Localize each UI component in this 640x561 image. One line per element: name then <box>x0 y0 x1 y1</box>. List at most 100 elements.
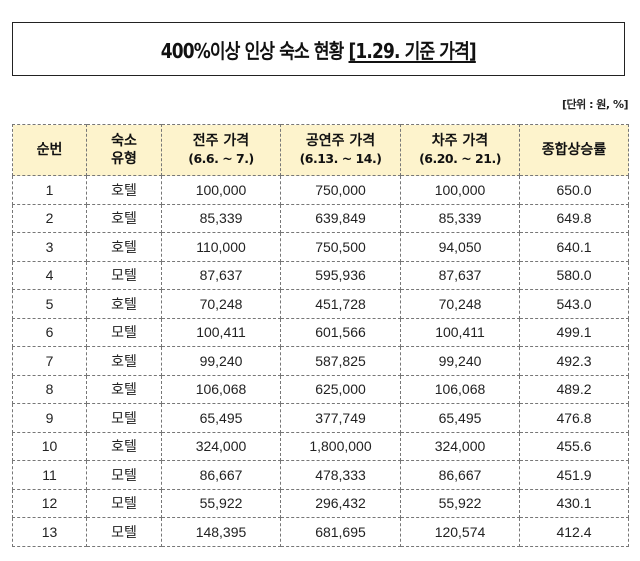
lodging-price-table: 순번 숙소 유형 전주 가격 (6.6. ~ 7.) 공연주 가격 (6.13. ~ … <box>12 124 629 547</box>
cell-type: 모텔 <box>86 403 162 433</box>
title-main: 400%이상 인상 숙소 현황 <box>160 38 349 63</box>
table-row: 8 호텔 106,068 625,000 106,068 489.2 <box>12 374 629 404</box>
cell-no: 10 <box>12 431 87 461</box>
cell-no: 9 <box>12 403 87 433</box>
cell-next-week: 87,637 <box>400 260 520 290</box>
cell-prev-week: 87,637 <box>161 260 281 290</box>
cell-next-week: 106,068 <box>400 374 520 404</box>
cell-type: 호텔 <box>86 346 162 376</box>
cell-rate: 492.3 <box>519 346 629 376</box>
cell-type: 모텔 <box>86 517 162 547</box>
cell-concert-week: 451,728 <box>280 289 401 319</box>
cell-no: 2 <box>12 203 87 233</box>
cell-concert-week: 296,432 <box>280 488 401 518</box>
unit-label: [단위 : 원, %] <box>561 98 629 111</box>
cell-next-week: 70,248 <box>400 289 520 319</box>
cell-concert-week: 601,566 <box>280 317 401 347</box>
cell-no: 4 <box>12 260 87 290</box>
cell-prev-week: 148,395 <box>161 517 281 547</box>
cell-concert-week: 587,825 <box>280 346 401 376</box>
cell-rate: 649.8 <box>519 203 629 233</box>
cell-rate: 430.1 <box>519 488 629 518</box>
table-row: 3 호텔 110,000 750,500 94,050 640.1 <box>12 232 629 262</box>
cell-no: 7 <box>12 346 87 376</box>
cell-next-week: 100,000 <box>400 175 520 205</box>
cell-type: 모텔 <box>86 460 162 490</box>
table-header-row: 순번 숙소 유형 전주 가격 (6.6. ~ 7.) 공연주 가격 (6.13. ~ … <box>12 124 629 176</box>
table-row: 2 호텔 85,339 639,849 85,339 649.8 <box>12 203 629 233</box>
table-row: 9 모텔 65,495 377,749 65,495 476.8 <box>12 403 629 433</box>
cell-rate: 451.9 <box>519 460 629 490</box>
cell-prev-week: 70,248 <box>161 289 281 319</box>
cell-next-week: 99,240 <box>400 346 520 376</box>
cell-rate: 412.4 <box>519 517 629 547</box>
cell-type: 모텔 <box>86 260 162 290</box>
cell-next-week: 120,574 <box>400 517 520 547</box>
cell-no: 1 <box>12 175 87 205</box>
title-box: 400%이상 인상 숙소 현황 [1.29. 기준 가격] <box>12 22 625 76</box>
cell-prev-week: 100,000 <box>161 175 281 205</box>
cell-rate: 580.0 <box>519 260 629 290</box>
table-row: 11 모텔 86,667 478,333 86,667 451.9 <box>12 460 629 490</box>
cell-prev-week: 99,240 <box>161 346 281 376</box>
header-rate: 종합상승률 <box>519 124 629 176</box>
cell-rate: 455.6 <box>519 431 629 461</box>
table-row: 7 호텔 99,240 587,825 99,240 492.3 <box>12 346 629 376</box>
cell-type: 모텔 <box>86 488 162 518</box>
cell-concert-week: 595,936 <box>280 260 401 290</box>
cell-no: 6 <box>12 317 87 347</box>
cell-type: 호텔 <box>86 374 162 404</box>
cell-prev-week: 55,922 <box>161 488 281 518</box>
cell-no: 12 <box>12 488 87 518</box>
header-concert-week: 공연주 가격 (6.13. ~ 14.) <box>280 124 401 176</box>
cell-prev-week: 65,495 <box>161 403 281 433</box>
cell-prev-week: 324,000 <box>161 431 281 461</box>
cell-no: 3 <box>12 232 87 262</box>
cell-next-week: 55,922 <box>400 488 520 518</box>
cell-next-week: 324,000 <box>400 431 520 461</box>
table-row: 5 호텔 70,248 451,728 70,248 543.0 <box>12 289 629 319</box>
cell-concert-week: 377,749 <box>280 403 401 433</box>
cell-no: 5 <box>12 289 87 319</box>
cell-type: 호텔 <box>86 203 162 233</box>
table-row: 6 모텔 100,411 601,566 100,411 499.1 <box>12 317 629 347</box>
cell-next-week: 86,667 <box>400 460 520 490</box>
cell-concert-week: 681,695 <box>280 517 401 547</box>
title-date-note: [1.29. 기준 가격] <box>348 38 477 63</box>
cell-no: 13 <box>12 517 87 547</box>
cell-concert-week: 750,500 <box>280 232 401 262</box>
table-row: 1 호텔 100,000 750,000 100,000 650.0 <box>12 175 629 205</box>
cell-next-week: 94,050 <box>400 232 520 262</box>
cell-concert-week: 1,800,000 <box>280 431 401 461</box>
table-row: 4 모텔 87,637 595,936 87,637 580.0 <box>12 260 629 290</box>
cell-type: 모텔 <box>86 317 162 347</box>
cell-rate: 650.0 <box>519 175 629 205</box>
table-row: 10 호텔 324,000 1,800,000 324,000 455.6 <box>12 431 629 461</box>
cell-next-week: 85,339 <box>400 203 520 233</box>
cell-no: 8 <box>12 374 87 404</box>
cell-prev-week: 110,000 <box>161 232 281 262</box>
header-no: 순번 <box>12 124 87 176</box>
cell-type: 호텔 <box>86 232 162 262</box>
cell-type: 호텔 <box>86 431 162 461</box>
cell-concert-week: 625,000 <box>280 374 401 404</box>
cell-type: 호텔 <box>86 175 162 205</box>
cell-prev-week: 85,339 <box>161 203 281 233</box>
cell-next-week: 100,411 <box>400 317 520 347</box>
cell-prev-week: 106,068 <box>161 374 281 404</box>
cell-next-week: 65,495 <box>400 403 520 433</box>
page-title: 400%이상 인상 숙소 현황 [1.29. 기준 가격] <box>160 35 477 64</box>
cell-concert-week: 639,849 <box>280 203 401 233</box>
cell-prev-week: 100,411 <box>161 317 281 347</box>
cell-type: 호텔 <box>86 289 162 319</box>
table-row: 12 모텔 55,922 296,432 55,922 430.1 <box>12 488 629 518</box>
cell-rate: 640.1 <box>519 232 629 262</box>
cell-concert-week: 750,000 <box>280 175 401 205</box>
cell-no: 11 <box>12 460 87 490</box>
table-row: 13 모텔 148,395 681,695 120,574 412.4 <box>12 517 629 547</box>
cell-rate: 543.0 <box>519 289 629 319</box>
cell-rate: 499.1 <box>519 317 629 347</box>
header-next-week: 차주 가격 (6.20. ~ 21.) <box>400 124 520 176</box>
cell-prev-week: 86,667 <box>161 460 281 490</box>
cell-rate: 476.8 <box>519 403 629 433</box>
